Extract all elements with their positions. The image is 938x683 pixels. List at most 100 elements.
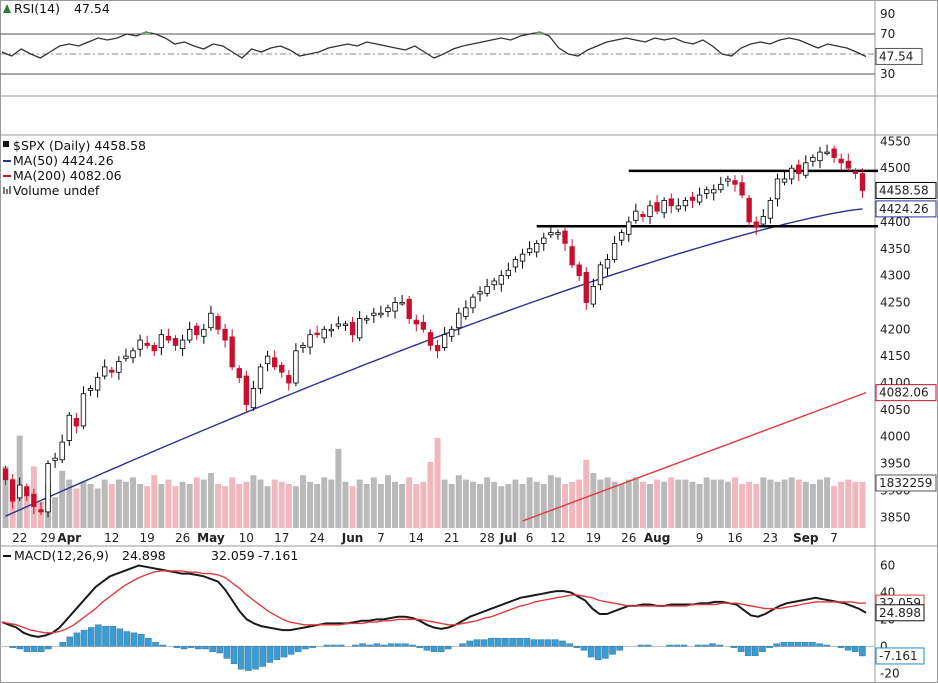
volume-bar	[816, 479, 823, 528]
macd-histogram-bar	[487, 638, 495, 647]
macd-histogram-bar	[216, 646, 224, 654]
candle-body	[491, 280, 497, 286]
candle-body	[179, 339, 186, 350]
volume-bar	[285, 484, 292, 528]
macd-histogram-bar	[202, 646, 209, 650]
candle-body	[470, 296, 476, 309]
rsi-legend-label: RSI(14)	[14, 1, 60, 16]
volume-bar	[462, 479, 469, 528]
candle-body	[604, 259, 611, 269]
volume-bar	[335, 448, 342, 528]
candle-body	[526, 248, 533, 253]
macd-histogram-bar	[602, 646, 609, 659]
volume-bar	[774, 481, 781, 528]
candle-body	[732, 180, 738, 185]
volume-bar	[186, 484, 193, 528]
volume-bar	[406, 477, 413, 528]
macd-legend-label: MACD(12,26,9)	[14, 548, 109, 563]
volume-bar	[469, 481, 476, 528]
volume-bar	[703, 477, 710, 528]
candle-body	[144, 342, 150, 346]
volume-bar	[689, 481, 696, 528]
candle-body	[463, 307, 469, 317]
volume-bar	[618, 484, 625, 528]
macd-histogram-bar	[637, 644, 645, 647]
candle-body	[215, 316, 221, 330]
macd-histogram-bar	[30, 646, 38, 652]
macd-histogram-bar	[23, 646, 31, 652]
macd-histogram-bar	[802, 642, 809, 647]
macd-histogram-bar	[666, 644, 673, 647]
price-panel: 4550450044504400435043004250420041504100…	[2, 134, 937, 545]
volume-bar	[767, 479, 774, 528]
volume-bar	[717, 479, 724, 528]
volume-bar	[540, 484, 547, 528]
candle-body	[271, 357, 278, 368]
volume-bar	[448, 484, 455, 528]
volume-bar	[753, 484, 760, 528]
candle-body	[187, 328, 193, 341]
macd-histogram-bar	[537, 639, 545, 647]
macd-histogram-bar	[180, 646, 188, 650]
volume-bar	[484, 477, 491, 528]
candle-body	[746, 197, 752, 223]
volume-bar	[477, 484, 484, 528]
candle-body	[767, 200, 774, 219]
price-tick-label: 4300	[880, 269, 911, 283]
macd-histogram-bar	[809, 642, 816, 647]
rsi-overbought-fill	[141, 32, 151, 34]
candle-body	[17, 484, 23, 499]
macd-histogram-bar	[280, 646, 288, 658]
volume-bar	[399, 484, 406, 528]
candle-body	[739, 182, 745, 196]
macd-histogram-bar	[416, 646, 423, 648]
macd-tick-label: 60	[880, 558, 895, 572]
volume-bar	[746, 481, 753, 528]
macd-histogram-bar	[395, 643, 402, 647]
macd-legend-signal-value: 32.059	[211, 548, 255, 563]
macd-histogram-bar	[609, 646, 616, 655]
candle-body	[484, 285, 490, 294]
candle-body	[31, 493, 37, 507]
x-axis-label: 9	[696, 531, 704, 545]
volume-bar	[569, 481, 576, 528]
candle-body	[378, 312, 384, 316]
macd-histogram-bar	[494, 638, 502, 647]
volume-bar	[2, 466, 9, 528]
volume-bar	[661, 481, 668, 528]
candle-body	[449, 328, 455, 337]
volume-bar	[441, 479, 448, 528]
macd-histogram-bar	[330, 644, 338, 647]
candle-body	[109, 369, 115, 373]
volume-bar	[23, 495, 30, 528]
x-axis-label: 19	[140, 531, 155, 545]
macd-tick-label: -20	[880, 666, 900, 680]
macd-histogram-bar	[38, 646, 45, 652]
volume-bar	[788, 477, 795, 528]
macd-histogram-bar	[523, 638, 531, 647]
volume-bar	[547, 475, 554, 528]
candle-body	[760, 216, 766, 225]
candle-body	[696, 194, 703, 203]
candle-body	[264, 355, 271, 365]
candle-body	[427, 332, 434, 346]
x-axis-label: 28	[479, 531, 494, 545]
volume-bar	[809, 484, 816, 528]
ma200-value-label: 4082.06	[879, 386, 929, 400]
macd-histogram-bar	[59, 642, 66, 647]
candle-body	[640, 213, 646, 217]
candle-body	[52, 457, 58, 461]
volume-bar	[852, 481, 859, 528]
candle-body	[810, 157, 816, 162]
candle-body	[803, 162, 809, 176]
macd-histogram-bar	[123, 631, 131, 647]
candle-body	[548, 232, 554, 236]
macd-histogram-bar	[402, 643, 409, 647]
price-tick-label: 3950	[880, 457, 911, 471]
price-tick-label: 3850	[880, 510, 911, 524]
volume-bar	[604, 477, 611, 528]
macd-histogram-bar	[480, 639, 488, 647]
rsi-overbought-fill	[534, 32, 545, 34]
candle-body	[420, 321, 427, 330]
candle-body	[689, 196, 696, 201]
